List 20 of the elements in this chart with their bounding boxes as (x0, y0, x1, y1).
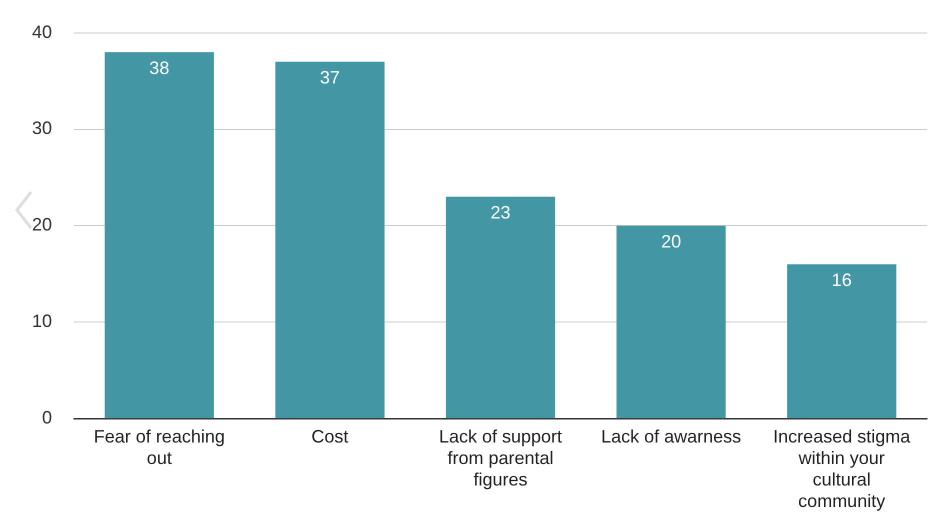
y-tick-label: 10 (32, 311, 52, 332)
data-label: 37 (320, 68, 340, 88)
x-tick-label: Lack of awarness (601, 426, 742, 446)
x-tick-label: Increased stigma within your cultural community (773, 426, 912, 512)
data-label: 38 (149, 58, 170, 78)
y-tick-label: 30 (32, 118, 52, 138)
y-tick-label: 20 (32, 214, 52, 235)
x-tick-label: Lack of support from parental figures (438, 426, 562, 490)
bar (104, 52, 214, 418)
bar (446, 196, 556, 418)
bar (787, 264, 896, 418)
x-tick-label: Cost (311, 426, 348, 446)
data-label: 20 (661, 232, 682, 252)
data-label: 16 (832, 270, 852, 290)
data-label: 23 (490, 202, 511, 223)
bar (275, 62, 385, 418)
y-tick-label: 0 (42, 408, 52, 428)
bar (616, 226, 726, 418)
y-tick-label: 40 (32, 22, 52, 42)
x-tick-label: Fear of reaching out (94, 426, 225, 468)
